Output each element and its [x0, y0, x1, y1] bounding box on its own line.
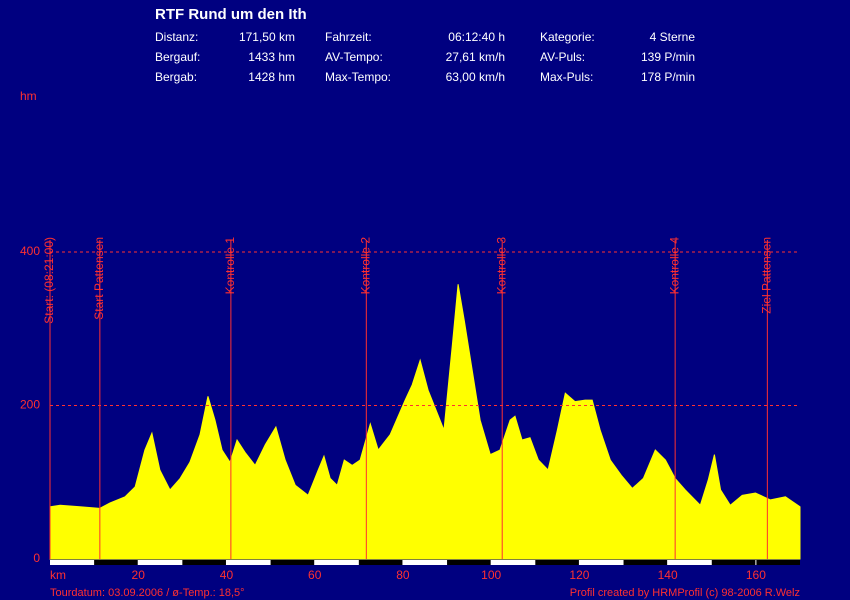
- x-tick-label: 120: [569, 568, 589, 582]
- x-tick-label: 140: [658, 568, 678, 582]
- y-tick-label: 200: [20, 398, 40, 412]
- stat-label: Max-Tempo:: [325, 70, 391, 84]
- x-axis-segment: [314, 560, 359, 565]
- x-axis-segment: [667, 560, 712, 565]
- marker-label: Kontrolle 2: [358, 237, 372, 295]
- x-tick-label: 100: [481, 568, 501, 582]
- stat-label: Bergab:: [155, 70, 197, 84]
- stat-value: 4 Sterne: [650, 30, 696, 44]
- marker-label: Kontrolle 1: [223, 237, 237, 295]
- x-axis-segment: [402, 560, 448, 565]
- footer-left: Tourdatum: 03.09.2006 / ø-Temp.: 18,5°: [50, 587, 245, 599]
- y-tick-label: 400: [20, 244, 40, 258]
- marker-label: Start: (08:21:00): [42, 237, 56, 324]
- stat-value: 1433 hm: [248, 50, 295, 64]
- y-tick-label: 0: [33, 551, 40, 565]
- stat-label: Kategorie:: [540, 30, 595, 44]
- x-tick-label: 80: [396, 568, 410, 582]
- stat-label: Fahrzeit:: [325, 30, 372, 44]
- footer-right: Profil created by HRMProfil (c) 98-2006 …: [570, 587, 800, 599]
- chart-title: RTF Rund um den Ith: [155, 6, 307, 23]
- stat-value: 139 P/min: [641, 50, 695, 64]
- x-tick-label: 20: [132, 568, 146, 582]
- stat-label: AV-Puls:: [540, 50, 585, 64]
- marker-label: Kontrolle 4: [667, 237, 681, 295]
- stat-value: 27,61 km/h: [446, 50, 505, 64]
- stat-value: 06:12:40 h: [448, 30, 505, 44]
- x-axis-segment: [579, 560, 624, 565]
- marker-label: Ziel Pattensen: [760, 237, 774, 314]
- stat-value: 178 P/min: [641, 70, 695, 84]
- x-tick-label: 60: [308, 568, 322, 582]
- marker-label: Start Pattensen: [92, 237, 106, 320]
- stat-value: 171,50 km: [239, 30, 295, 44]
- elevation-area: [49, 284, 801, 560]
- stat-value: 63,00 km/h: [446, 70, 505, 84]
- stat-value: 1428 hm: [248, 70, 295, 84]
- x-axis-segment: [491, 560, 536, 565]
- x-axis-segment: [50, 560, 95, 565]
- x-tick-label: 40: [220, 568, 234, 582]
- y-axis-label: hm: [20, 89, 37, 103]
- x-axis-segment: [226, 560, 271, 565]
- x-axis-label: km: [50, 568, 66, 582]
- x-tick-label: 160: [746, 568, 766, 582]
- stat-label: Bergauf:: [155, 50, 200, 64]
- marker-label: Kontrolle 3: [494, 237, 508, 295]
- stat-label: Distanz:: [155, 30, 198, 44]
- stat-label: Max-Puls:: [540, 70, 593, 84]
- stat-label: AV-Tempo:: [325, 50, 383, 64]
- x-axis-segment: [138, 560, 183, 565]
